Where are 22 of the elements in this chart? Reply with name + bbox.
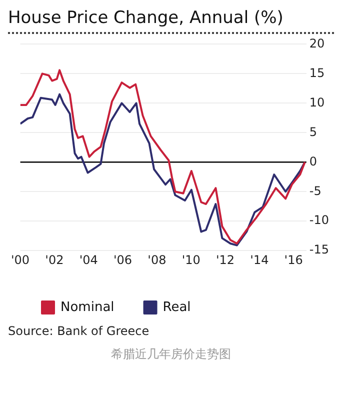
x-tick-label: '16 — [284, 252, 303, 267]
y-tick-label: 15 — [309, 66, 325, 80]
source-note: Source: Bank of Greece — [8, 324, 150, 338]
legend-label: Real — [162, 300, 191, 315]
y-tick-label: -10 — [309, 213, 330, 228]
y-tick-label: -5 — [309, 184, 322, 198]
chart-title: House Price Change, Annual (%) — [8, 8, 334, 34]
y-tick-label: 20 — [309, 36, 325, 50]
x-tick-label: '06 — [113, 252, 132, 267]
x-tick-label: '10 — [182, 252, 200, 267]
x-tick-label: '14 — [250, 252, 269, 267]
x-tick-label: '12 — [216, 252, 235, 267]
x-tick-label: '02 — [45, 252, 64, 267]
y-tick-label: 10 — [309, 95, 325, 110]
text: 希腊近几年房价走势图 — [110, 346, 232, 363]
y-tick-label: 0 — [309, 154, 318, 168]
x-tick-label: '00 — [10, 252, 30, 267]
x-tick-label: '04 — [79, 252, 98, 267]
x-tick-label: '08 — [148, 252, 166, 267]
y-tick-label: -15 — [309, 242, 330, 257]
legend-label: Nominal — [60, 300, 114, 315]
y-tick-label: 5 — [309, 124, 318, 139]
